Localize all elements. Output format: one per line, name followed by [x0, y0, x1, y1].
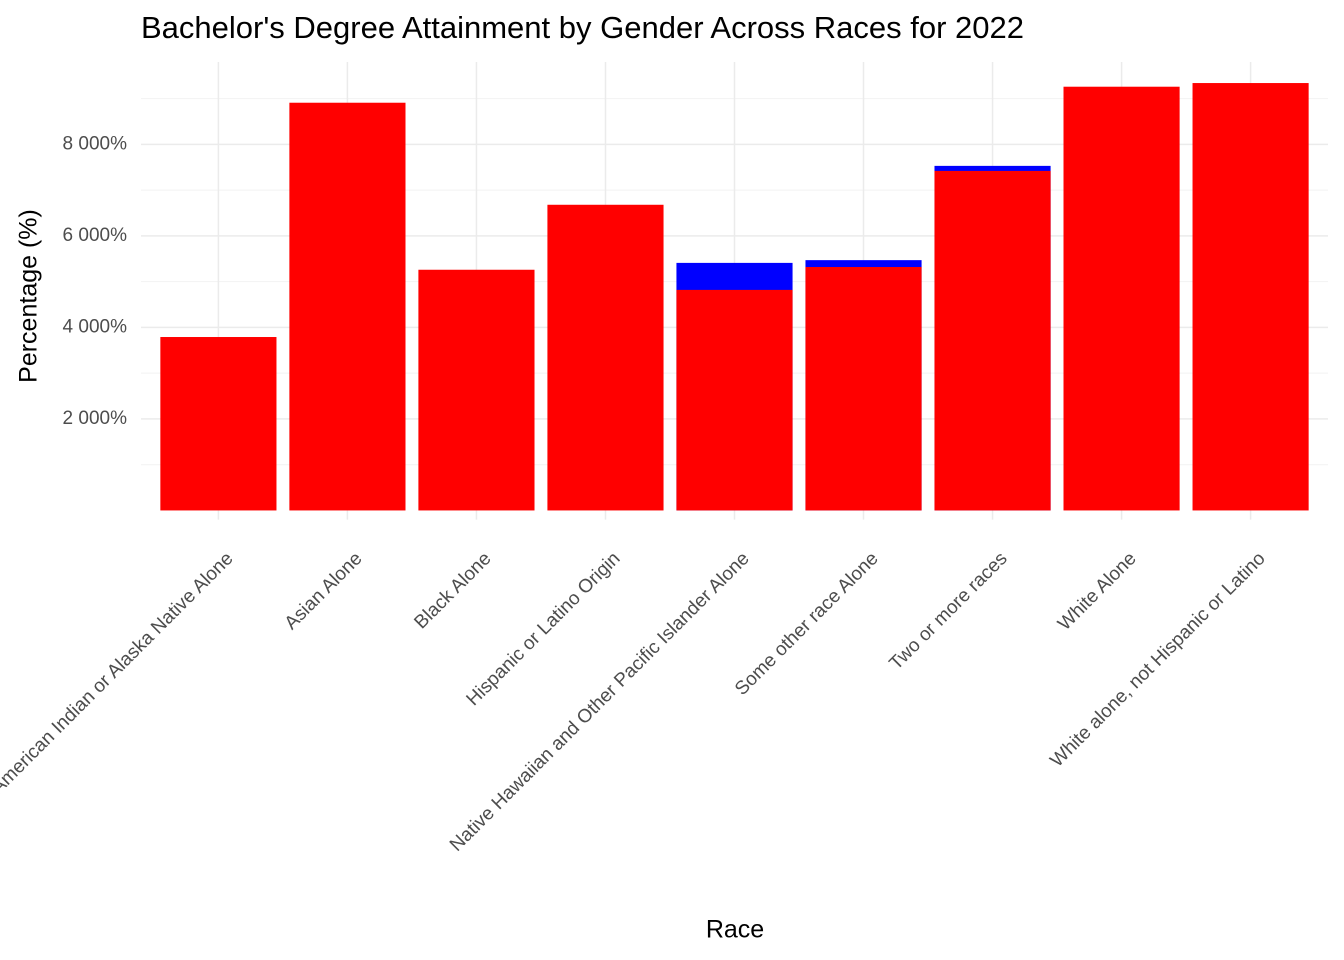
y-tick-label: 6 000% [63, 225, 128, 246]
x-tick-label: Native Hawaiian and Other Pacific Island… [446, 548, 754, 856]
bar [547, 204, 664, 511]
bar [160, 337, 277, 511]
bar [289, 102, 406, 511]
bar [805, 267, 922, 511]
x-tick-label: Some other race Alone [731, 548, 883, 700]
x-tick-label: White Alone [1054, 548, 1141, 635]
bar [1192, 83, 1309, 511]
y-tick-label: 8 000% [63, 133, 128, 154]
bar [934, 170, 1051, 511]
x-tick-label: White alone, not Hispanic or Latino [1046, 548, 1269, 771]
bar [418, 269, 535, 511]
x-tick-label: Black Alone [410, 548, 495, 633]
x-axis-title: Race [706, 916, 764, 944]
x-tick-label: Asian Alone [281, 548, 367, 634]
x-tick-label: American Indian or Alaska Native Alone [0, 548, 237, 798]
y-tick-label: 2 000% [63, 408, 128, 429]
chart-title: Bachelor's Degree Attainment by Gender A… [141, 10, 1024, 45]
bar [1063, 86, 1180, 511]
y-axis-title: Percentage (%) [15, 209, 43, 383]
y-tick-label: 4 000% [63, 316, 128, 337]
bar [676, 289, 793, 511]
x-tick-label: Two or more races [886, 548, 1012, 674]
